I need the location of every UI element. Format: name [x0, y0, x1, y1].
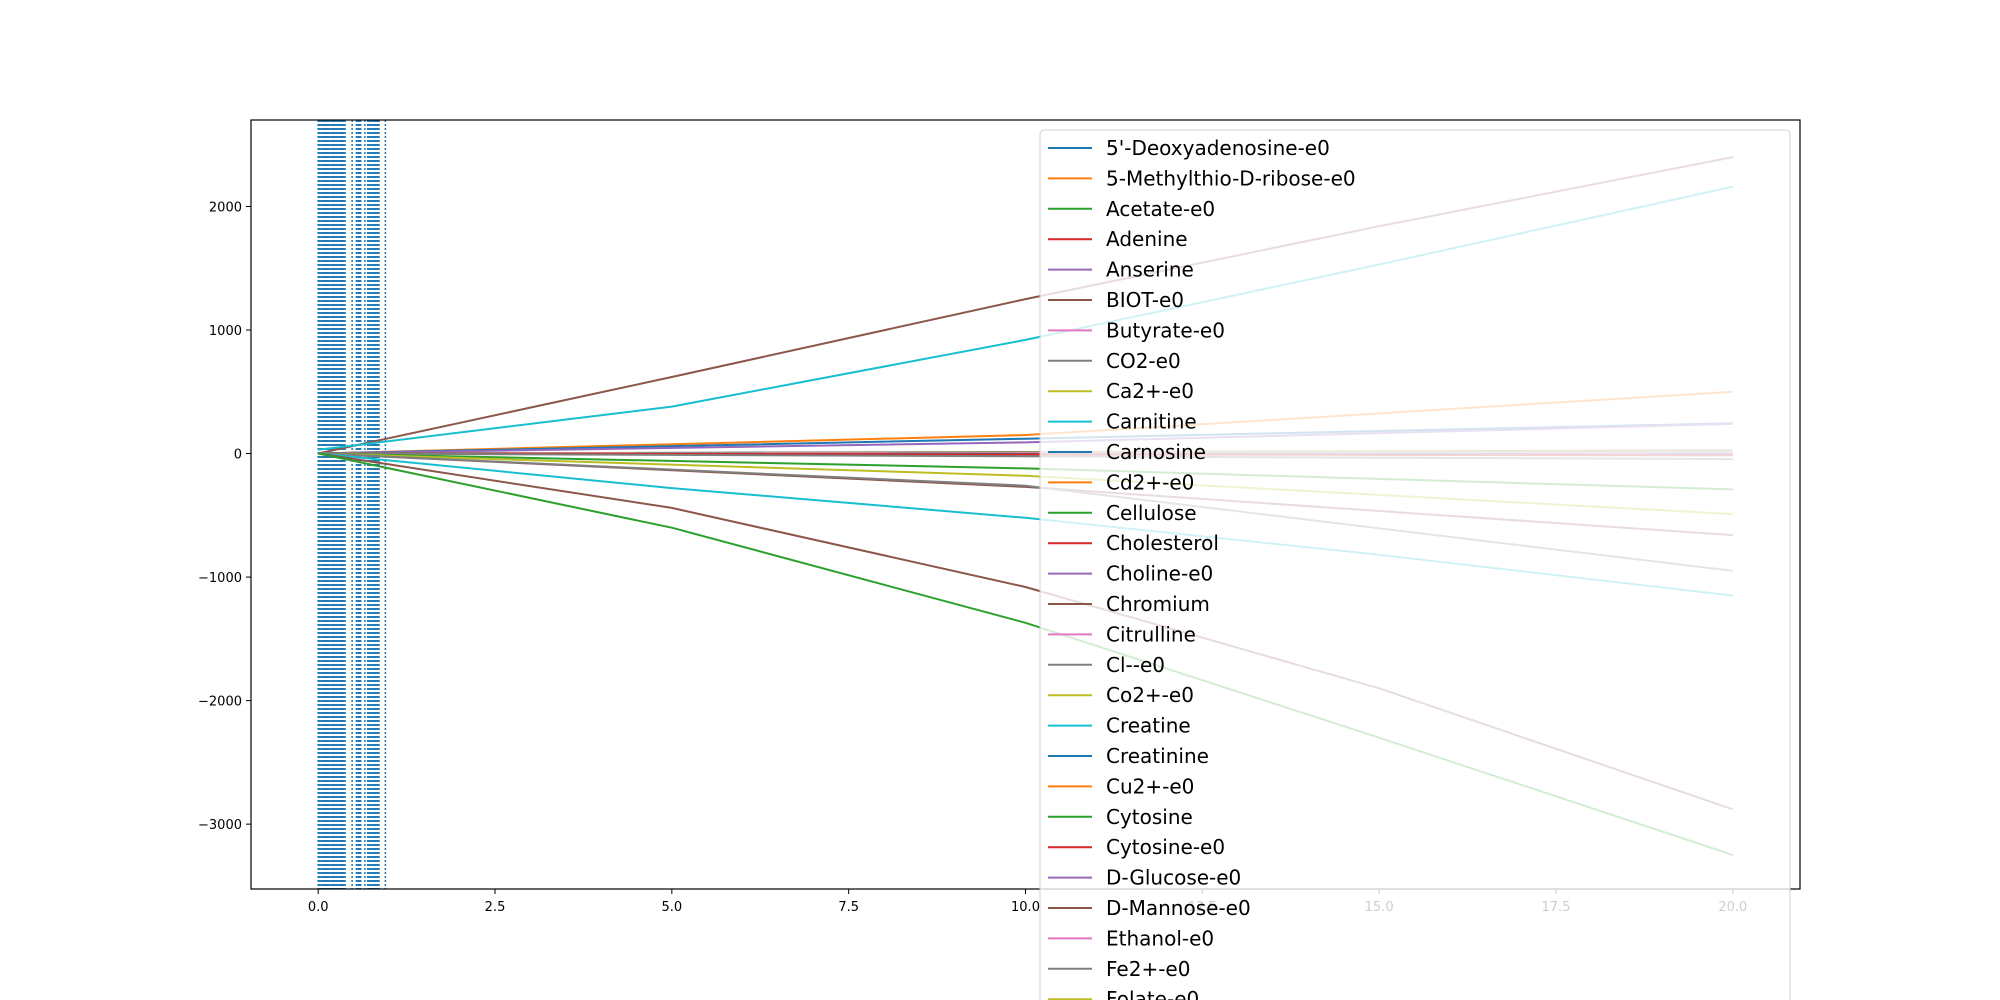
legend-label: Carnosine [1106, 440, 1206, 464]
legend-label: Citrulline [1106, 622, 1196, 646]
x-tick-label: 0.0 [308, 900, 329, 915]
legend-label: Choline-e0 [1106, 562, 1213, 586]
legend-label: CO2-e0 [1106, 349, 1181, 373]
legend-label: Anserine [1106, 258, 1194, 282]
x-tick-label: 5.0 [662, 900, 683, 915]
legend-label: Butyrate-e0 [1106, 318, 1225, 342]
legend-label: Cholesterol [1106, 531, 1219, 555]
legend-label: 5-Methylthio-D-ribose-e0 [1106, 166, 1356, 190]
legend-label: Co2+-e0 [1106, 683, 1194, 707]
legend-label: Folate-e0 [1106, 987, 1199, 1000]
legend-label: Fe2+-e0 [1106, 957, 1190, 981]
legend-label: Ca2+-e0 [1106, 379, 1194, 403]
legend-label: Chromium [1106, 592, 1210, 616]
legend-label: Cellulose [1106, 501, 1197, 525]
y-tick-label: −2000 [198, 695, 242, 710]
legend-label: Ethanol-e0 [1106, 926, 1214, 950]
legend-label: D-Glucose-e0 [1106, 866, 1241, 890]
legend-label: BIOT-e0 [1106, 288, 1184, 312]
legend-label: D-Mannose-e0 [1106, 896, 1251, 920]
legend-label: Adenine [1106, 227, 1188, 251]
legend-label: Cytosine [1106, 805, 1193, 829]
legend-label: Cd2+-e0 [1106, 470, 1194, 494]
y-tick-label: 1000 [209, 324, 242, 339]
legend-label: Acetate-e0 [1106, 197, 1215, 221]
y-tick-label: 0 [234, 448, 242, 463]
x-tick-label: 2.5 [485, 900, 506, 915]
y-tick-label: 2000 [209, 200, 242, 215]
legend-label: Carnitine [1106, 410, 1197, 434]
y-tick-label: −3000 [198, 818, 242, 833]
legend-label: Creatine [1106, 714, 1191, 738]
legend-label: Cu2+-e0 [1106, 774, 1194, 798]
legend-label: 5'-Deoxyadenosine-e0 [1106, 136, 1330, 160]
legend-label: Cl--e0 [1106, 653, 1165, 677]
legend-label: Creatinine [1106, 744, 1209, 768]
y-tick-label: −1000 [198, 571, 242, 586]
legend-label: Cytosine-e0 [1106, 835, 1225, 859]
legend: 5'-Deoxyadenosine-e0 5-Methylthio-D-ribos… [1040, 130, 1790, 1000]
x-tick-label: 10.0 [1011, 900, 1040, 915]
x-tick-label: 7.5 [838, 900, 859, 915]
